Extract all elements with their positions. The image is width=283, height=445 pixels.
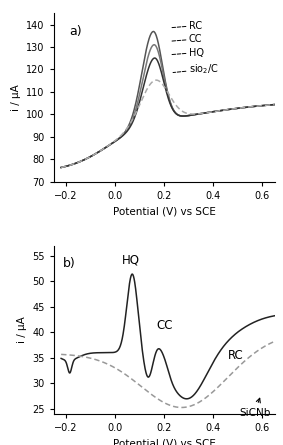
Text: SiCNb: SiCNb bbox=[239, 398, 270, 418]
Text: RC: RC bbox=[228, 349, 243, 362]
Text: CC: CC bbox=[171, 34, 202, 44]
Text: b): b) bbox=[63, 257, 75, 271]
Y-axis label: i / μA: i / μA bbox=[17, 316, 27, 343]
X-axis label: Potential (V) vs SCE: Potential (V) vs SCE bbox=[113, 206, 216, 216]
Y-axis label: i / μA: i / μA bbox=[11, 84, 21, 111]
Text: HQ: HQ bbox=[122, 254, 140, 267]
X-axis label: Potential (V) vs SCE: Potential (V) vs SCE bbox=[113, 438, 216, 445]
Text: CC: CC bbox=[156, 319, 172, 332]
Text: sio$_2$/C: sio$_2$/C bbox=[173, 63, 219, 77]
Text: RC: RC bbox=[171, 20, 202, 31]
Text: HQ: HQ bbox=[171, 48, 204, 57]
Text: a): a) bbox=[69, 25, 82, 38]
